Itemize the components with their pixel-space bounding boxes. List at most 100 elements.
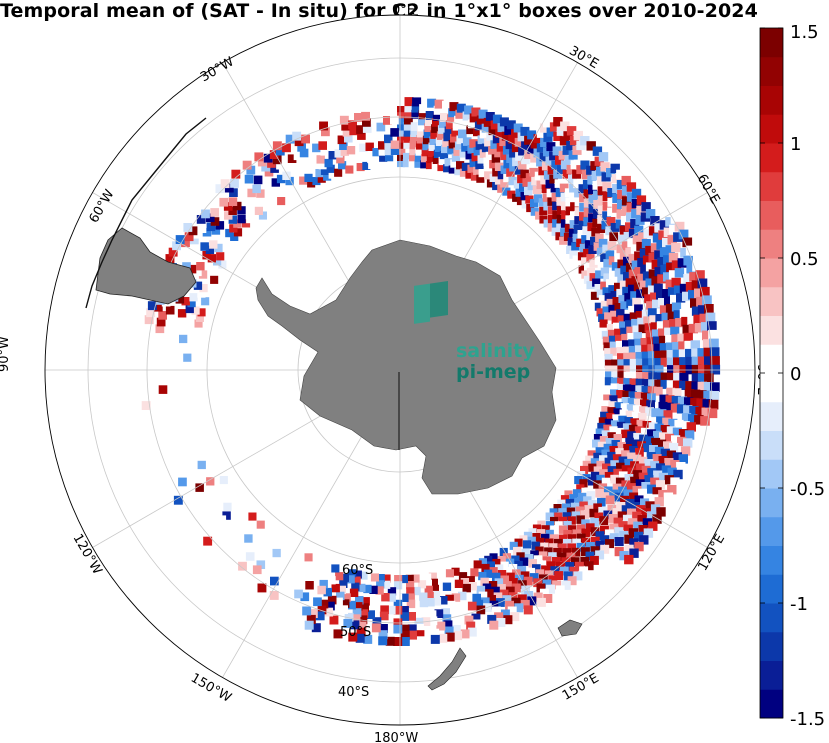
data-cell <box>505 558 515 567</box>
data-cell <box>486 132 496 141</box>
data-cell <box>589 508 598 518</box>
data-cell <box>635 463 645 473</box>
data-cell <box>638 525 648 535</box>
data-cell <box>564 224 574 233</box>
data-cell <box>569 220 578 229</box>
data-cell <box>367 154 376 164</box>
data-cell <box>340 147 349 156</box>
data-cell <box>623 359 632 368</box>
data-cell <box>375 586 384 595</box>
data-cell <box>473 166 482 175</box>
data-cell <box>456 135 465 145</box>
data-cell <box>586 254 595 263</box>
data-cell <box>562 503 571 512</box>
data-cell <box>565 562 575 571</box>
data-cell <box>271 178 280 187</box>
data-cell <box>649 315 659 325</box>
data-cell <box>626 192 637 202</box>
data-cell <box>642 518 653 528</box>
data-cell <box>612 414 621 423</box>
data-cell <box>209 240 218 249</box>
data-cell <box>473 127 482 137</box>
data-cell <box>681 316 691 327</box>
data-cell <box>635 352 645 361</box>
data-cell <box>582 226 591 235</box>
data-cell <box>324 607 334 617</box>
data-cell <box>607 466 617 475</box>
data-cell <box>667 467 677 477</box>
data-cell <box>492 572 501 582</box>
data-cell <box>633 470 642 479</box>
data-cell <box>617 190 627 200</box>
data-cell <box>617 353 626 362</box>
data-cell <box>631 411 641 421</box>
data-cell <box>307 179 316 188</box>
data-cell <box>677 436 687 447</box>
data-cell <box>380 605 389 614</box>
data-cell <box>499 137 509 147</box>
data-cell <box>522 540 532 549</box>
data-cell <box>346 575 355 584</box>
data-cell <box>659 247 670 258</box>
data-cell <box>590 236 599 246</box>
data-cell <box>467 164 476 173</box>
data-cell <box>535 569 545 578</box>
data-cell <box>387 605 396 615</box>
data-cell <box>195 313 204 322</box>
data-cell <box>492 134 502 144</box>
data-cell <box>597 186 607 196</box>
data-cell <box>477 155 486 164</box>
data-cell <box>361 597 370 606</box>
data-cell <box>603 273 612 282</box>
data-cell <box>334 597 343 607</box>
data-cell <box>301 134 310 144</box>
data-cell <box>671 260 682 270</box>
data-cell <box>619 250 629 260</box>
data-cell <box>339 115 349 125</box>
data-cell <box>670 460 680 470</box>
data-cell <box>631 439 640 449</box>
data-cell <box>349 126 359 136</box>
data-cell <box>599 319 608 328</box>
data-cell <box>540 175 549 185</box>
data-cell <box>638 488 647 498</box>
data-cell <box>506 572 515 582</box>
data-cell <box>561 210 570 220</box>
data-cell <box>586 491 595 500</box>
data-cell <box>400 630 410 640</box>
data-cell <box>464 105 474 115</box>
data-cell <box>579 501 588 510</box>
data-cell <box>340 573 349 582</box>
data-cell <box>599 455 608 464</box>
data-cell <box>602 463 611 472</box>
data-cell <box>555 585 565 595</box>
data-cell <box>300 592 310 602</box>
data-cell <box>666 450 676 460</box>
data-cell <box>229 224 238 233</box>
data-cell <box>194 319 203 328</box>
data-cell <box>432 118 441 127</box>
data-cell <box>465 151 474 160</box>
data-cell <box>213 257 222 266</box>
data-cell <box>638 232 648 242</box>
data-cell <box>519 557 529 566</box>
data-cell <box>691 364 702 375</box>
data-cell <box>697 356 708 366</box>
data-cell <box>581 528 591 538</box>
colorbar-segment <box>760 574 783 604</box>
data-cell <box>625 222 634 232</box>
lat-label-60s: 60°S <box>342 563 373 578</box>
data-cell <box>609 533 619 543</box>
data-cell <box>370 573 379 582</box>
data-cell <box>328 151 337 160</box>
data-cell <box>477 135 487 145</box>
data-cell <box>697 381 708 392</box>
data-cell <box>597 196 607 205</box>
data-cell <box>612 297 621 306</box>
data-cell <box>626 182 637 192</box>
data-cell <box>247 188 256 198</box>
data-cell <box>597 215 606 224</box>
data-cell <box>609 426 618 435</box>
data-cell <box>606 217 616 226</box>
data-cell <box>458 572 468 581</box>
